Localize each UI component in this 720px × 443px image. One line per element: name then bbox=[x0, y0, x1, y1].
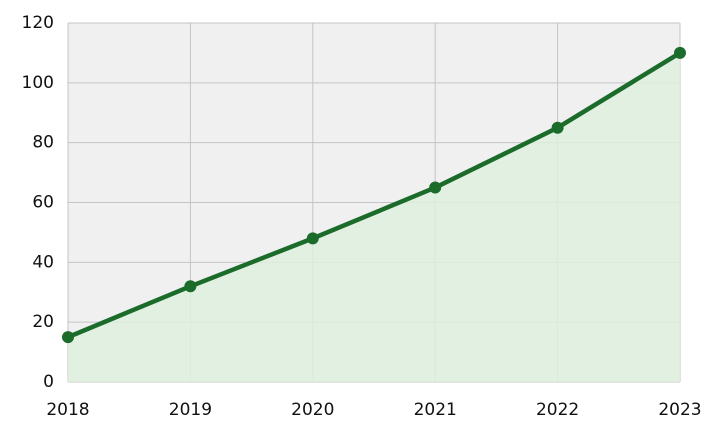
x-tick-label: 2021 bbox=[414, 400, 457, 420]
point bbox=[306, 232, 319, 245]
y-tick-label: 120 bbox=[22, 13, 54, 33]
line bbox=[67, 50, 682, 340]
x-tick-label: 2022 bbox=[536, 400, 579, 420]
area bbox=[68, 52, 680, 383]
y-tick-label: 0 bbox=[43, 372, 54, 392]
point bbox=[429, 181, 442, 194]
x-tick-label: 2018 bbox=[46, 400, 89, 420]
x-tick-label: 2023 bbox=[658, 400, 701, 420]
point bbox=[184, 280, 197, 293]
y-tick-label: 80 bbox=[32, 133, 54, 153]
point bbox=[674, 46, 686, 59]
x-tick-label: 2019 bbox=[169, 400, 212, 420]
x-tick-label: 2020 bbox=[291, 400, 334, 420]
point bbox=[551, 121, 564, 134]
y-tick-label: 40 bbox=[32, 252, 54, 272]
y-tick-label: 20 bbox=[32, 312, 54, 332]
y-tick-label: 100 bbox=[22, 73, 54, 93]
point bbox=[62, 331, 74, 344]
y-tick-label: 60 bbox=[32, 193, 54, 213]
